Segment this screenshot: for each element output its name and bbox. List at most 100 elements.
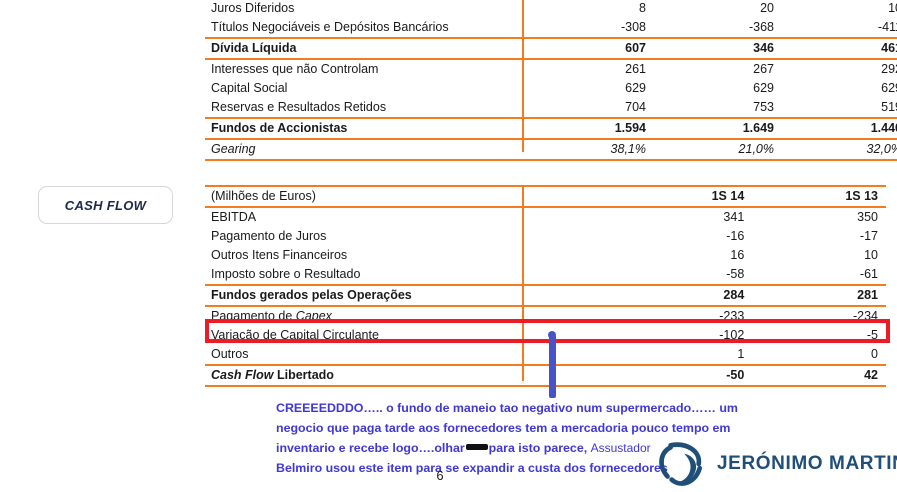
table-cell-value: 346 xyxy=(654,37,782,60)
table-row: Outros Itens Financeiros 16 10 xyxy=(205,246,886,265)
table-cell-value: 10 xyxy=(888,1,897,15)
cash-flow-section-chip: CASH FLOW xyxy=(38,186,173,224)
row-label: (Milhões de Euros) xyxy=(205,185,541,207)
row-label: Imposto sobre o Resultado xyxy=(211,267,361,281)
table-cell-value: 292 xyxy=(881,62,897,76)
annotation-line-3-start: inventario e recebe logo….olhar xyxy=(276,441,465,455)
table-cell-value: -61 xyxy=(859,267,878,281)
table-row: Dívida Líquida607346461 xyxy=(205,37,897,60)
row-label: Outros xyxy=(211,347,249,361)
table-cell-value: -368 xyxy=(748,20,774,34)
table-cell-value: 261 xyxy=(625,62,646,76)
table-cell-value: -16 xyxy=(726,229,745,243)
annotation-line-1: CREEEEDDDO….. o fundo de maneio tao nega… xyxy=(276,401,738,415)
table-cell-value: -308 xyxy=(620,20,646,34)
row-label: Capital Social xyxy=(211,81,288,95)
table-row: Fundos gerados pelas Operações 284 281 xyxy=(205,284,886,307)
redaction-mark xyxy=(465,444,488,450)
table-cell-value: 1.594 xyxy=(526,117,654,140)
table-row: Cash Flow Libertado -50 42 xyxy=(205,364,886,387)
cash-flow-table: (Milhões de Euros) 1S 14 1S 13 EBITDA 341 350… xyxy=(205,185,886,387)
table-cell-value: 21,0% xyxy=(654,139,782,161)
table-cell-value: -17 xyxy=(859,229,878,243)
table-cell-value: 519 xyxy=(881,100,897,114)
row-label: Interesses que não Controlam xyxy=(211,62,379,76)
row-label: Títulos Negociáveis e Depósitos Bancário… xyxy=(211,20,449,34)
table-cell-value: 1.649 xyxy=(654,117,782,140)
table-cell-value: 341 xyxy=(540,206,753,227)
jeronimo-martins-swirl-tail xyxy=(679,453,697,482)
row-label: Reservas e Resultados Retidos xyxy=(211,100,387,114)
annotation-line-2: negocio que paga tarde aos fornecedores … xyxy=(276,421,731,435)
table-row: Pagamento de Capex -233 -234 xyxy=(205,306,886,326)
table-cell-value: 267 xyxy=(753,62,774,76)
table-row: Variação de Capital Circulante -102 -5 xyxy=(205,326,886,345)
row-label: EBITDA xyxy=(205,206,541,227)
table-row: EBITDA 341 350 xyxy=(205,206,886,227)
table-cell-value: 1 xyxy=(737,347,745,361)
table-cell-value: 10 xyxy=(864,248,878,262)
jeronimo-martins-swirl-icon xyxy=(659,442,703,486)
handwritten-annotation: CREEEEDDDO….. o fundo de maneio tao nega… xyxy=(276,398,796,478)
table-cell-value: 8 xyxy=(639,1,646,15)
table-cell-value: 629 xyxy=(625,81,646,95)
row-label: Gearing xyxy=(205,139,526,161)
table-cell-value: 20 xyxy=(760,1,774,15)
balance-sheet-table: Juros Diferidos 8 20 10 Títulos Negociáveis … xyxy=(205,0,897,161)
table-cell-value: 1S 14 xyxy=(540,185,753,207)
table-cell-value: 704 xyxy=(625,100,646,114)
table-row: Capital Social 629 629 629 xyxy=(205,79,897,98)
table-cell-value: 629 xyxy=(881,81,897,95)
table-cell-value: -411 xyxy=(877,20,897,34)
table-cell-value: -233 xyxy=(719,309,745,323)
balance-table-column-divider xyxy=(522,0,525,152)
table-cell-value: 461 xyxy=(782,37,897,60)
table-cell-value: 350 xyxy=(752,206,886,227)
row-label: Fundos de Accionistas xyxy=(205,117,526,140)
row-label: Pagamento de Capex xyxy=(211,309,332,323)
table-cell-value: 284 xyxy=(540,284,753,307)
table-cell-value: 16 xyxy=(730,248,745,262)
table-cell-value: 38,1% xyxy=(526,139,654,161)
table-cell-value: 281 xyxy=(752,284,886,307)
table-cell-value: -102 xyxy=(719,328,745,342)
table-row: Pagamento de Juros -16 -17 xyxy=(205,227,886,246)
table-row: Reservas e Resultados Retidos 704 753 519 xyxy=(205,98,897,118)
table-row: Imposto sobre o Resultado -58 -61 xyxy=(205,265,886,285)
table-cell-value: 1S 13 xyxy=(752,185,886,207)
row-label: Cash Flow Libertado xyxy=(205,364,541,387)
row-label: Juros Diferidos xyxy=(211,1,295,15)
table-cell-value: 753 xyxy=(753,100,774,114)
table-row: Outros 1 0 xyxy=(205,345,886,365)
jeronimo-martins-logo: JERÓNIMO MARTINS xyxy=(655,438,897,490)
row-label: Dívida Líquida xyxy=(205,37,526,60)
annotation-line-3: inventario e recebe logo….olhar para isto… xyxy=(276,438,796,458)
table-cell-value: 629 xyxy=(753,81,774,95)
table-cell-value: 1.440 xyxy=(782,117,897,140)
cash-flow-table-column-divider xyxy=(522,186,525,381)
annotation-word-assustador: Assustador xyxy=(590,441,651,455)
table-row: Títulos Negociáveis e Depósitos Bancário… xyxy=(205,18,897,38)
table-cell-value: 42 xyxy=(752,364,886,387)
row-label: Outros Itens Financeiros xyxy=(211,248,348,262)
annotation-line-3-middle: para isto parece, xyxy=(488,441,588,455)
table-cell-value: -234 xyxy=(852,309,878,323)
row-label: Variação de Capital Circulante xyxy=(211,328,379,342)
row-label: Pagamento de Juros xyxy=(211,229,327,243)
table-cell-value: -50 xyxy=(540,364,753,387)
page-number: 6 xyxy=(436,468,444,483)
row-label: Fundos gerados pelas Operações xyxy=(205,284,541,307)
table-cell-value: 32,0% xyxy=(782,139,897,161)
cash-flow-section-label: CASH FLOW xyxy=(64,197,147,213)
blue-pointer-bar xyxy=(549,335,556,398)
table-cell-value: 607 xyxy=(526,37,654,60)
table-row: Juros Diferidos 8 20 10 xyxy=(205,0,897,18)
table-cell-value: -5 xyxy=(866,328,878,342)
jeronimo-martins-wordmark: JERÓNIMO MARTINS xyxy=(717,453,897,474)
table-cell-value: 0 xyxy=(871,347,878,361)
table-row: (Milhões de Euros) 1S 14 1S 13 xyxy=(205,185,886,207)
table-cell-value: -58 xyxy=(726,267,745,281)
